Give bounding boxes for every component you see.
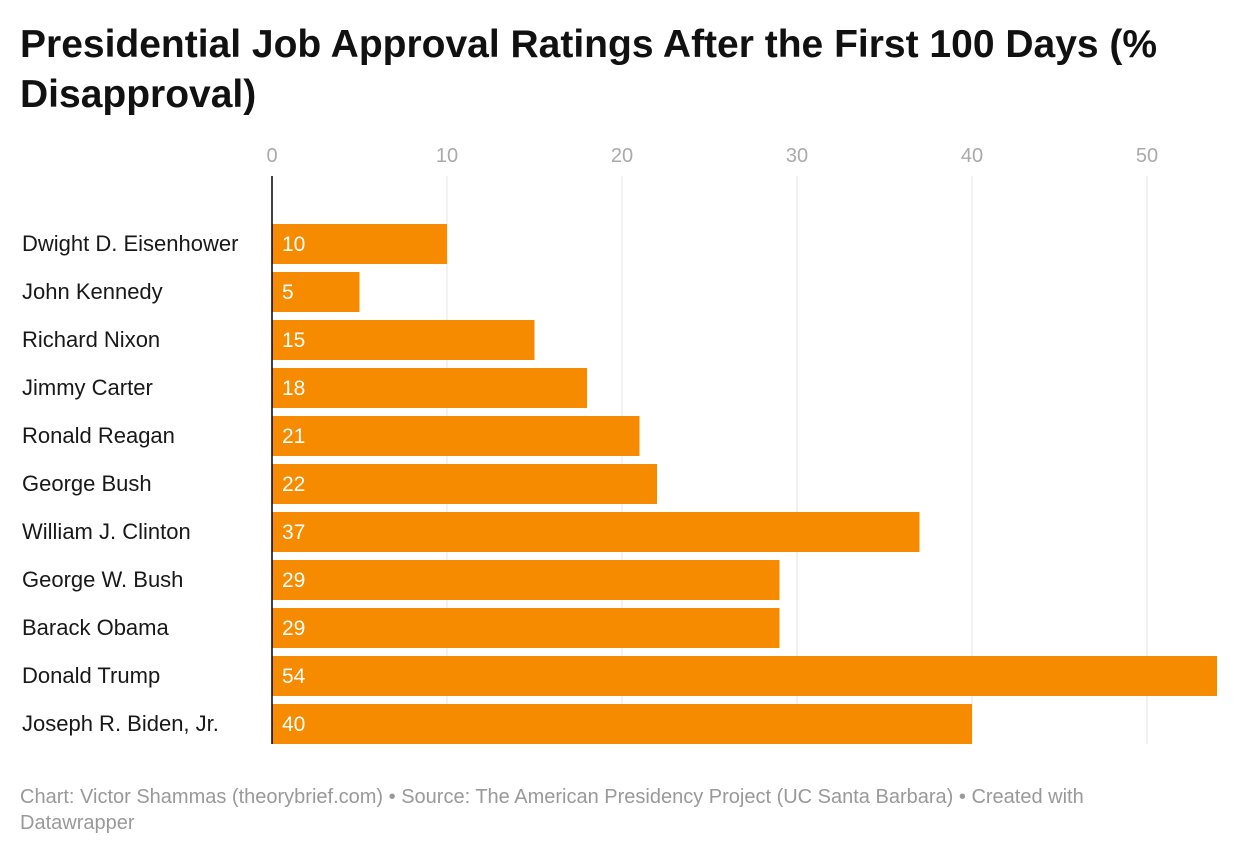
x-axis-ticks: 0 10 20 30 40 50 [266,145,1158,167]
bar [272,272,360,312]
bar [272,704,972,744]
value-label: 15 [282,329,305,352]
x-tick-label: 50 [1136,145,1158,167]
value-label: 37 [282,521,305,544]
value-label: 22 [282,473,305,496]
x-tick-label: 0 [266,145,277,167]
bar [272,416,640,456]
bar [272,656,1217,696]
category-label: Jimmy Carter [22,375,153,400]
category-label: William J. Clinton [22,519,191,544]
bar [272,560,780,600]
category-label: Donald Trump [22,663,160,688]
bar [272,608,780,648]
value-label: 18 [282,377,305,400]
chart-footer: Chart: Victor Shammas (theorybrief.com) … [20,784,1200,836]
bar [272,224,447,264]
category-labels: Dwight D. Eisenhower John Kennedy Richard … [22,231,238,736]
category-label: John Kennedy [22,279,163,304]
category-label: Barack Obama [22,615,169,640]
chart-title: Presidential Job Approval Ratings After … [20,23,1158,116]
value-label: 40 [282,713,305,736]
bar [272,320,535,360]
category-label: Joseph R. Biden, Jr. [22,711,219,736]
bar-chart: 0 10 20 30 40 50 Dwight D. Eisenhower John Ken… [22,145,1217,744]
footer-credit: Chart: Victor Shammas (theorybrief.com) [20,786,384,808]
footer-separator-2: • [953,786,972,808]
gridlines [446,176,1148,744]
value-label: 21 [282,425,305,448]
category-label: Dwight D. Eisenhower [22,231,238,256]
x-tick-label: 30 [786,145,808,167]
category-label: George Bush [22,471,152,496]
value-label: 10 [282,233,305,256]
bar [272,512,920,552]
x-tick-label: 20 [611,145,633,167]
bar [272,368,587,408]
value-label: 29 [282,617,305,640]
category-label: George W. Bush [22,567,183,592]
value-label: 54 [282,665,306,688]
bars [272,224,1217,744]
category-label: Ronald Reagan [22,423,175,448]
footer-source: Source: The American Presidency Project … [401,786,954,808]
value-labels: 10 5 15 18 21 22 37 29 29 54 40 [282,233,306,736]
bar [272,464,657,504]
footer-created: Created with Datawrapper [20,786,1084,834]
footer-separator-1: • [383,786,402,808]
category-label: Richard Nixon [22,327,160,352]
value-label: 5 [282,281,294,304]
x-tick-label: 40 [961,145,983,167]
x-tick-label: 10 [436,145,458,167]
value-label: 29 [282,569,305,592]
